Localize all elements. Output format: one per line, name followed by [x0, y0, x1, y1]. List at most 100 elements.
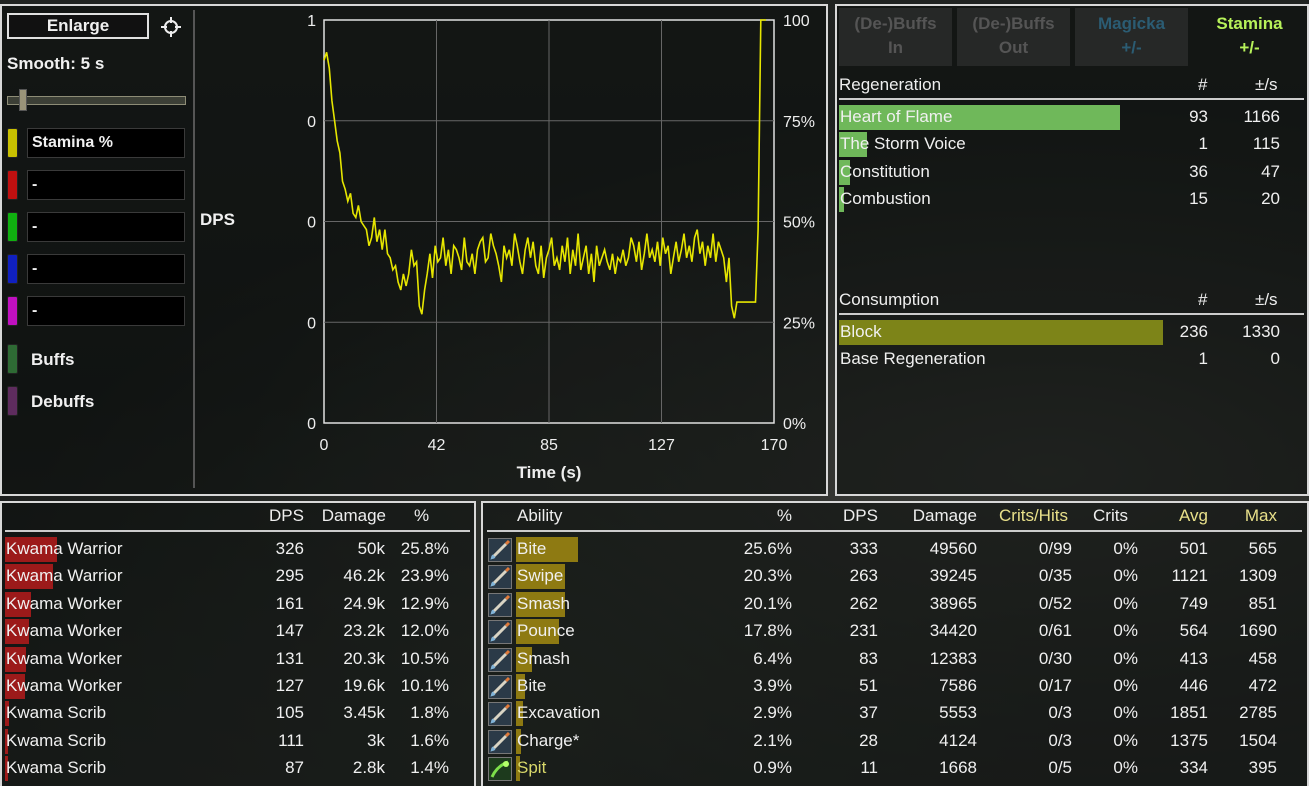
- target-name[interactable]: Kwama Scrib: [6, 730, 107, 750]
- abilities-max-header[interactable]: Max: [1244, 506, 1277, 525]
- ability-name[interactable]: Charge*: [517, 730, 580, 750]
- ability-max: 458: [1248, 648, 1277, 668]
- ability-dps: 263: [849, 566, 878, 586]
- tab-label-line1: Magicka: [1097, 14, 1166, 33]
- regeneration-title: Regeneration: [839, 75, 942, 94]
- enlarge-button[interactable]: Enlarge: [7, 13, 149, 39]
- tab-magicka[interactable]: Magicka +/-: [1075, 8, 1188, 66]
- y-left-tick-label: 1: [307, 13, 316, 30]
- ability-damage-bar: [516, 591, 565, 617]
- buffs-toggle-label[interactable]: Buffs: [31, 350, 75, 369]
- ability-damage: 39245: [929, 566, 977, 586]
- y-right-tick-label: 100: [783, 13, 810, 30]
- regeneration-rate-header: ±/s: [1255, 75, 1278, 94]
- ability-name[interactable]: Excavation: [517, 703, 601, 723]
- abilities-crits-header[interactable]: Crits: [1093, 506, 1128, 525]
- ability-name[interactable]: Smash: [517, 593, 570, 613]
- target-damage-bar: [5, 674, 26, 699]
- abilities-avg-header[interactable]: Avg: [1179, 506, 1208, 525]
- claw-icon: [488, 729, 512, 754]
- header-underline: [839, 313, 1304, 315]
- tab-buffs-out[interactable]: (De-)Buffs Out: [957, 8, 1070, 66]
- consumption-row-name[interactable]: Block: [840, 322, 882, 341]
- series-color-swatch[interactable]: [7, 296, 18, 326]
- series-selector-field[interactable]: Stamina %: [27, 128, 185, 158]
- target-name[interactable]: Kwama Worker: [6, 593, 122, 613]
- series-color-swatch[interactable]: [7, 254, 18, 284]
- abilities-crits-hits-header[interactable]: Crits/Hits: [999, 506, 1068, 525]
- abilities-damage-header[interactable]: Damage: [912, 506, 977, 525]
- regeneration-row-name[interactable]: Combustion: [840, 188, 931, 208]
- target-name[interactable]: Kwama Warrior: [6, 566, 123, 586]
- ability-name[interactable]: Bite: [517, 539, 547, 558]
- abilities-dps-header[interactable]: DPS: [843, 506, 878, 525]
- ability-crits-hits: 0/35: [1038, 566, 1072, 586]
- consumption-row-rate: 1330: [1242, 322, 1280, 341]
- target-name[interactable]: Kwama Warrior: [6, 539, 123, 558]
- targets-damage-header[interactable]: Damage: [321, 506, 386, 525]
- regeneration-row-name[interactable]: Constitution: [840, 161, 930, 181]
- target-damage: 24.9k: [343, 593, 385, 613]
- ability-pct: 3.9%: [753, 676, 792, 695]
- series-color-swatch[interactable]: [7, 170, 18, 200]
- crosshair-icon[interactable]: [160, 16, 182, 38]
- target-dps: 105: [275, 703, 304, 723]
- target-damage: 23.2k: [343, 621, 385, 641]
- ability-name[interactable]: Bite: [517, 676, 547, 695]
- regeneration-row-name[interactable]: The Storm Voice: [840, 134, 966, 154]
- tab-label-line2: +/-: [1239, 38, 1260, 57]
- series-color-swatch[interactable]: [7, 128, 18, 158]
- series-selector-field[interactable]: -: [27, 296, 185, 326]
- target-name[interactable]: Kwama Scrib: [6, 758, 107, 778]
- abilities-panel: [481, 501, 1309, 786]
- ability-name[interactable]: Swipe: [517, 566, 564, 586]
- ability-pct: 2.1%: [753, 730, 792, 750]
- abilities-pct-header[interactable]: %: [776, 506, 792, 525]
- target-name[interactable]: Kwama Scrib: [6, 703, 107, 723]
- ability-damage: 38965: [929, 593, 977, 613]
- ability-crits-hits: 0/5: [1048, 758, 1072, 778]
- spit-icon: [488, 757, 512, 782]
- target-damage: 3k: [367, 730, 385, 750]
- target-damage: 19.6k: [343, 676, 385, 695]
- ability-name[interactable]: Smash: [517, 648, 570, 668]
- ability-avg: 749: [1179, 593, 1208, 613]
- series-selector-field[interactable]: -: [27, 254, 185, 284]
- tab-stamina[interactable]: Stamina +/-: [1193, 8, 1306, 66]
- series-selector-field[interactable]: -: [27, 170, 185, 200]
- tab-buffs-in[interactable]: (De-)Buffs In: [839, 8, 952, 66]
- abilities-ability-header[interactable]: Ability: [517, 506, 563, 525]
- buffs-toggle-swatch[interactable]: [7, 344, 18, 374]
- ability-avg: 501: [1179, 539, 1208, 558]
- series-selector-field[interactable]: -: [27, 212, 185, 242]
- target-pct: 25.8%: [400, 539, 449, 558]
- debuffs-toggle-label[interactable]: Debuffs: [31, 392, 95, 411]
- ability-pct: 6.4%: [753, 648, 792, 668]
- ability-name[interactable]: Pounce: [517, 621, 575, 641]
- targets-dps-header[interactable]: DPS: [269, 506, 304, 525]
- consumption-row-name[interactable]: Base Regeneration: [840, 349, 986, 369]
- ability-name[interactable]: Spit: [517, 758, 547, 778]
- ability-crits: 0%: [1113, 758, 1138, 778]
- smooth-slider-handle[interactable]: [19, 89, 27, 111]
- claw-icon: [488, 620, 512, 645]
- regeneration-row-name[interactable]: Heart of Flame: [840, 107, 953, 126]
- consumption-row-rate: 0: [1270, 349, 1280, 369]
- target-name[interactable]: Kwama Worker: [6, 648, 122, 668]
- ability-max: 1309: [1239, 566, 1277, 586]
- target-name[interactable]: Kwama Worker: [6, 621, 122, 641]
- y-left-tick-label: 0: [307, 416, 316, 433]
- smooth-slider-track[interactable]: [7, 96, 186, 105]
- target-name[interactable]: Kwama Worker: [6, 676, 122, 695]
- target-pct: 10.1%: [400, 676, 449, 695]
- debuffs-toggle-swatch[interactable]: [7, 386, 18, 416]
- target-pct: 1.6%: [410, 730, 449, 750]
- regeneration-row-count: 1: [1198, 134, 1208, 154]
- ability-damage-bar: [516, 674, 526, 699]
- series-color-swatch[interactable]: [7, 212, 18, 242]
- ability-damage-bar: [516, 619, 560, 645]
- target-damage: 50k: [357, 539, 385, 558]
- targets-pct-header[interactable]: %: [414, 506, 430, 525]
- target-damage: 2.8k: [352, 758, 385, 778]
- regeneration-row-rate: 47: [1261, 161, 1280, 181]
